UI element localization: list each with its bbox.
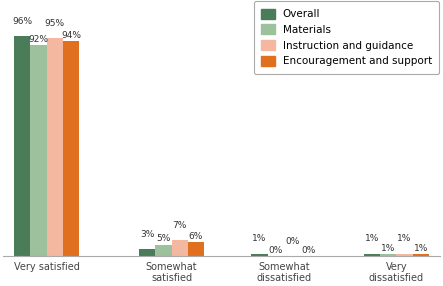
Bar	[139, 249, 155, 256]
Bar	[380, 254, 396, 256]
Text: 1%: 1%	[253, 235, 267, 243]
Text: 6%: 6%	[189, 232, 203, 241]
Text: 3%: 3%	[140, 230, 154, 239]
Text: 96%: 96%	[12, 17, 32, 26]
Text: 1%: 1%	[397, 235, 412, 243]
Bar	[63, 41, 79, 256]
Text: 95%: 95%	[45, 19, 65, 28]
Bar	[30, 45, 47, 256]
Bar	[155, 245, 171, 256]
Text: 92%: 92%	[28, 35, 48, 44]
Text: 94%: 94%	[61, 31, 81, 39]
Text: 0%: 0%	[301, 246, 315, 255]
Bar	[413, 254, 429, 256]
Text: 7%: 7%	[172, 221, 187, 230]
Text: 5%: 5%	[156, 235, 171, 243]
Bar	[364, 254, 380, 256]
Bar	[171, 240, 188, 256]
Bar	[47, 38, 63, 256]
Text: 1%: 1%	[414, 244, 428, 253]
Bar	[14, 36, 30, 256]
Text: 1%: 1%	[365, 235, 379, 243]
Bar	[396, 254, 413, 256]
Legend: Overall, Materials, Instruction and guidance, Encouragement and support: Overall, Materials, Instruction and guid…	[254, 1, 439, 74]
Text: 0%: 0%	[285, 237, 299, 246]
Bar	[252, 254, 268, 256]
Bar	[188, 242, 204, 256]
Text: 1%: 1%	[381, 244, 396, 253]
Text: 0%: 0%	[269, 246, 283, 255]
